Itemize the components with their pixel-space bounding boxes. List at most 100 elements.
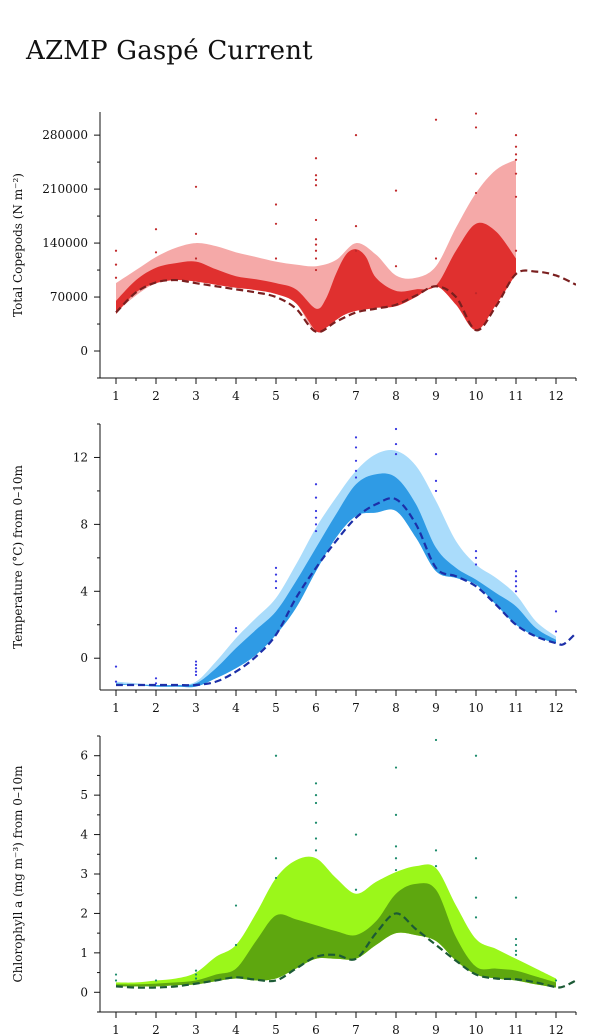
temperature-scatter-point [274,580,278,583]
chlorophyll-scatter-point [394,868,398,872]
chlorophyll-scatter-point [474,916,478,919]
temperature-scatter-point [194,663,198,667]
copepods-scatter-point [154,251,158,254]
copepods-y-tick-label: 280000 [42,128,88,142]
temperature-scatter-point [194,667,198,670]
copepods-scatter-point [514,158,518,161]
chlorophyll-x-tick-label: 6 [312,1023,320,1036]
temperature-scatter-point [554,610,558,613]
copepods-x-tick-label: 3 [192,389,200,403]
copepods-scatter-point [194,185,198,188]
temperature-scatter-point [314,483,318,486]
temperature-scatter-point [154,682,158,685]
copepods-scatter-point [394,189,398,192]
temperature-scatter-point [314,529,318,533]
temperature-x-tick-label: 6 [312,701,320,715]
chlorophyll-outer-band [116,856,556,988]
chlorophyll-scatter-point [114,973,118,976]
copepods-scatter-point [274,222,278,225]
chlorophyll-scatter-point [514,949,518,952]
temperature-scatter-point [554,630,558,633]
copepods-scatter-point [354,134,358,137]
copepods-x-tick-label: 6 [312,389,320,403]
chlorophyll-scatter-point [474,857,478,860]
chlorophyll-scatter-point [434,865,438,868]
copepods-y-axis-title: Total Copepods (N m⁻²) [11,173,25,317]
copepods-plot-area [114,112,576,334]
temperature-scatter-point [354,436,358,439]
chlorophyll-y-tick-label: 6 [80,749,88,763]
copepods-scatter-point [434,257,438,260]
copepods-scatter-point [114,263,118,266]
copepods-scatter-point [114,276,118,279]
temperature-x-tick-label: 11 [508,701,523,715]
temperature-inner-band [116,473,556,688]
chlorophyll-scatter-point [194,977,198,980]
copepods-scatter-point [514,134,518,137]
chlorophyll-x-tick-label: 1 [112,1023,120,1036]
temperature-scatter-point [314,496,318,499]
copepods-scatter-point [314,257,318,260]
temperature-scatter-point [434,489,438,493]
temperature-x-tick-label: 10 [468,701,483,715]
temperature-x-tick-label: 7 [352,701,360,715]
chlorophyll-scatter-point [274,876,278,880]
temperature-y-tick-label: 4 [80,584,88,598]
chlorophyll-y-tick-label: 4 [80,828,88,842]
temperature-scatter-point [474,563,478,566]
copepods-scatter-point [314,174,318,177]
temperature-scatter-point [234,627,238,630]
copepods-x-tick-label: 11 [508,389,523,403]
chlorophyll-mean-line [115,912,576,989]
temperature-scatter-point [514,575,518,578]
copepods-y-tick-label: 0 [80,344,88,358]
chlorophyll-x-tick-label: 12 [548,1023,563,1036]
copepods-scatter-point [314,157,318,160]
temperature-x-tick-label: 12 [548,701,563,715]
chlorophyll-scatter-point [434,738,438,742]
copepods-scatter-point [314,249,318,252]
chlorophyll-x-tick-label: 8 [392,1023,400,1036]
copepods-scatter-point [394,265,398,268]
temperature-scatter-point [394,453,398,456]
chlorophyll-y-tick-label: 5 [80,788,88,802]
chlorophyll-y-tick-label: 1 [80,946,88,960]
chlorophyll-scatter-point [114,979,118,982]
chlorophyll-scatter-point [234,904,238,907]
temperature-scatter-point [194,670,198,673]
temperature-outer-band [116,449,556,688]
chlorophyll-scatter-point [154,979,158,982]
temperature-scatter-point [474,550,478,553]
temperature-scatter-point [394,442,398,446]
copepods-scatter-point [314,178,318,181]
copepods-scatter-point [154,228,158,231]
temperature-scatter-point [514,590,518,593]
temperature-y-tick-label: 8 [80,517,88,531]
chlorophyll-scatter-point [474,754,478,757]
temperature-scatter-point [114,680,118,683]
chlorophyll-x-tick-label: 4 [232,1023,240,1036]
copepods-x-tick-label: 12 [548,389,563,403]
chlorophyll-scatter-point [394,813,398,816]
temperature-x-tick-label: 8 [392,701,400,715]
temperature-scatter-point [314,509,318,513]
copepods-scatter-point [194,232,198,235]
chlorophyll-scatter-point [274,754,278,757]
copepods-scatter-point [474,172,478,175]
copepods-scatter-point [274,257,278,260]
temperature-x-tick-label: 9 [432,701,440,715]
copepods-scatter-point [314,243,318,246]
temperature-scatter-point [234,630,238,633]
temperature-scatter-point [434,453,438,456]
chlorophyll-scatter-point [314,837,318,840]
copepods-scatter-point [514,145,518,148]
copepods-scatter-point [354,249,358,252]
copepods-scatter-point [514,195,518,198]
copepods-x-tick-label: 1 [112,389,120,403]
chlorophyll-scatter-point [394,857,398,860]
copepods-mean-line [115,269,576,334]
copepods-outer-band [116,159,516,333]
copepods-x-tick-label: 8 [392,389,400,403]
